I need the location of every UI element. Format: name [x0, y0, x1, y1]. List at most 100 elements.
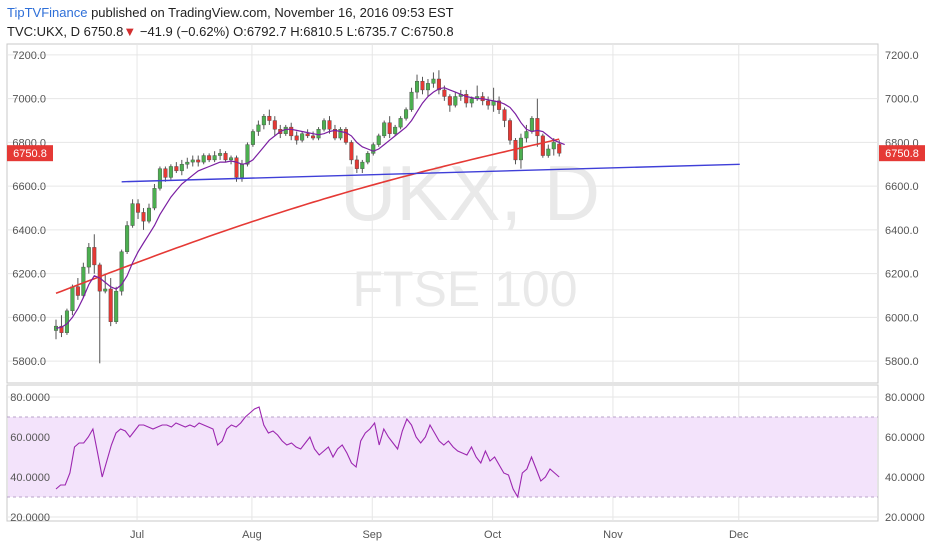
- candle-down: [311, 135, 316, 139]
- candle-down: [272, 120, 277, 130]
- published-info: published on TradingView.com, November 1…: [91, 5, 454, 20]
- trendline: [121, 163, 740, 183]
- time-axis[interactable]: Jul Aug Sep Oct Nov Dec: [130, 529, 749, 541]
- candle-up: [114, 290, 119, 322]
- candle-down: [343, 129, 348, 143]
- last-price: 6750.8: [83, 24, 124, 39]
- candle-up: [168, 166, 173, 178]
- candle-up: [119, 251, 124, 292]
- candle-down: [447, 96, 452, 106]
- candle-down: [234, 157, 239, 178]
- watermark: UKX, D FTSE 100: [340, 149, 600, 317]
- price-tag-right: 6750.8: [885, 148, 919, 160]
- price-tick-left: 6400.0: [12, 225, 46, 237]
- candle-down: [349, 142, 354, 161]
- candle-up: [81, 266, 86, 296]
- candle-down: [174, 166, 179, 172]
- candle-up: [316, 129, 321, 139]
- candle-down: [223, 153, 228, 161]
- candle-up: [382, 122, 387, 137]
- candle-down: [540, 135, 545, 156]
- candle-down: [267, 115, 272, 121]
- watermark-name: FTSE 100: [352, 261, 577, 317]
- time-tick: Sep: [362, 529, 382, 541]
- candle-down: [387, 122, 392, 134]
- candle-up: [185, 161, 190, 165]
- ma-slow-line: [55, 138, 560, 295]
- publisher-name[interactable]: TipTVFinance: [7, 5, 88, 20]
- price-pane[interactable]: [6, 43, 879, 384]
- candle-down: [163, 168, 168, 178]
- symbol-label: TVC:UKX, D: [7, 24, 80, 39]
- candle-down: [59, 325, 64, 333]
- candle-up: [261, 115, 266, 126]
- rsi-tick-left: 20.0000: [10, 512, 50, 524]
- price-tick-right: 6000.0: [885, 312, 919, 324]
- candle-down: [196, 159, 201, 163]
- candle-down: [92, 247, 97, 266]
- candle-up: [365, 153, 370, 163]
- candle-up: [70, 286, 75, 312]
- candle-up: [157, 168, 162, 189]
- candle-up: [398, 118, 403, 128]
- candle-down: [436, 78, 441, 91]
- price-tags: 6750.8 6750.8: [7, 145, 925, 162]
- candle-down: [75, 286, 80, 296]
- candle-down: [289, 126, 294, 137]
- high-value: 6810.5: [303, 24, 343, 39]
- candle-down: [332, 129, 337, 139]
- price-tick-right: 7200.0: [885, 50, 919, 62]
- price-tick-right: 6200.0: [885, 269, 919, 281]
- rsi-tick-right: 60.0000: [885, 432, 925, 444]
- time-tick: Aug: [242, 529, 262, 541]
- price-tick-right: 6600.0: [885, 181, 919, 193]
- candle-down: [557, 143, 562, 154]
- candle-up: [130, 203, 135, 226]
- candle-down: [305, 133, 310, 137]
- candle-up: [103, 288, 108, 292]
- time-tick: Jul: [130, 529, 144, 541]
- watermark-symbol: UKX, D: [340, 149, 600, 237]
- rsi-band-fill: [8, 417, 877, 497]
- price-tick-left: 7200.0: [12, 50, 46, 62]
- price-tick-left: 7000.0: [12, 94, 46, 106]
- candle-down: [108, 288, 113, 322]
- candle-up: [360, 161, 365, 169]
- price-tag-left-bg: [7, 145, 53, 162]
- price-change: −41.9 (−0.62%): [139, 24, 230, 39]
- overlays: [55, 87, 740, 499]
- symbol-line: TVC:UKX, D 6750.8▼ −41.9 (−0.62%) O:6792…: [7, 24, 454, 39]
- rsi-pane[interactable]: [6, 384, 879, 522]
- price-tick-right: 7000.0: [885, 94, 919, 106]
- price-tick-left: 6200.0: [12, 269, 46, 281]
- candle-up: [86, 247, 91, 268]
- candle-down: [207, 155, 212, 161]
- low-label: L:: [346, 24, 358, 39]
- candle-up: [152, 188, 157, 209]
- candle-up: [146, 207, 151, 222]
- candle-up: [469, 98, 474, 104]
- candle-up: [453, 96, 458, 106]
- rsi-axis[interactable]: 20.0000 20.0000 40.0000 40.0000 60.0000 60.00…: [10, 392, 925, 524]
- time-tick: Dec: [729, 529, 749, 541]
- candle-down: [141, 212, 146, 222]
- candle-down: [136, 203, 141, 213]
- candle-up: [551, 142, 556, 150]
- candle-up: [212, 155, 217, 161]
- price-tag-left: 6750.8: [13, 148, 47, 160]
- candle-down: [502, 109, 507, 121]
- candle-up: [245, 144, 250, 165]
- candle-down: [420, 80, 425, 91]
- candle-down: [294, 135, 299, 141]
- high-label: H:: [290, 24, 304, 39]
- price-tick-left: 6000.0: [12, 312, 46, 324]
- price-tick-left: 5800.0: [12, 356, 46, 368]
- candle-up: [190, 159, 195, 163]
- candle-up: [201, 155, 206, 163]
- candle-up: [404, 109, 409, 119]
- candle-down: [497, 100, 502, 110]
- close-label: C:: [400, 24, 414, 39]
- rsi-tick-right: 80.0000: [885, 392, 925, 404]
- rsi-band: [7, 416, 878, 498]
